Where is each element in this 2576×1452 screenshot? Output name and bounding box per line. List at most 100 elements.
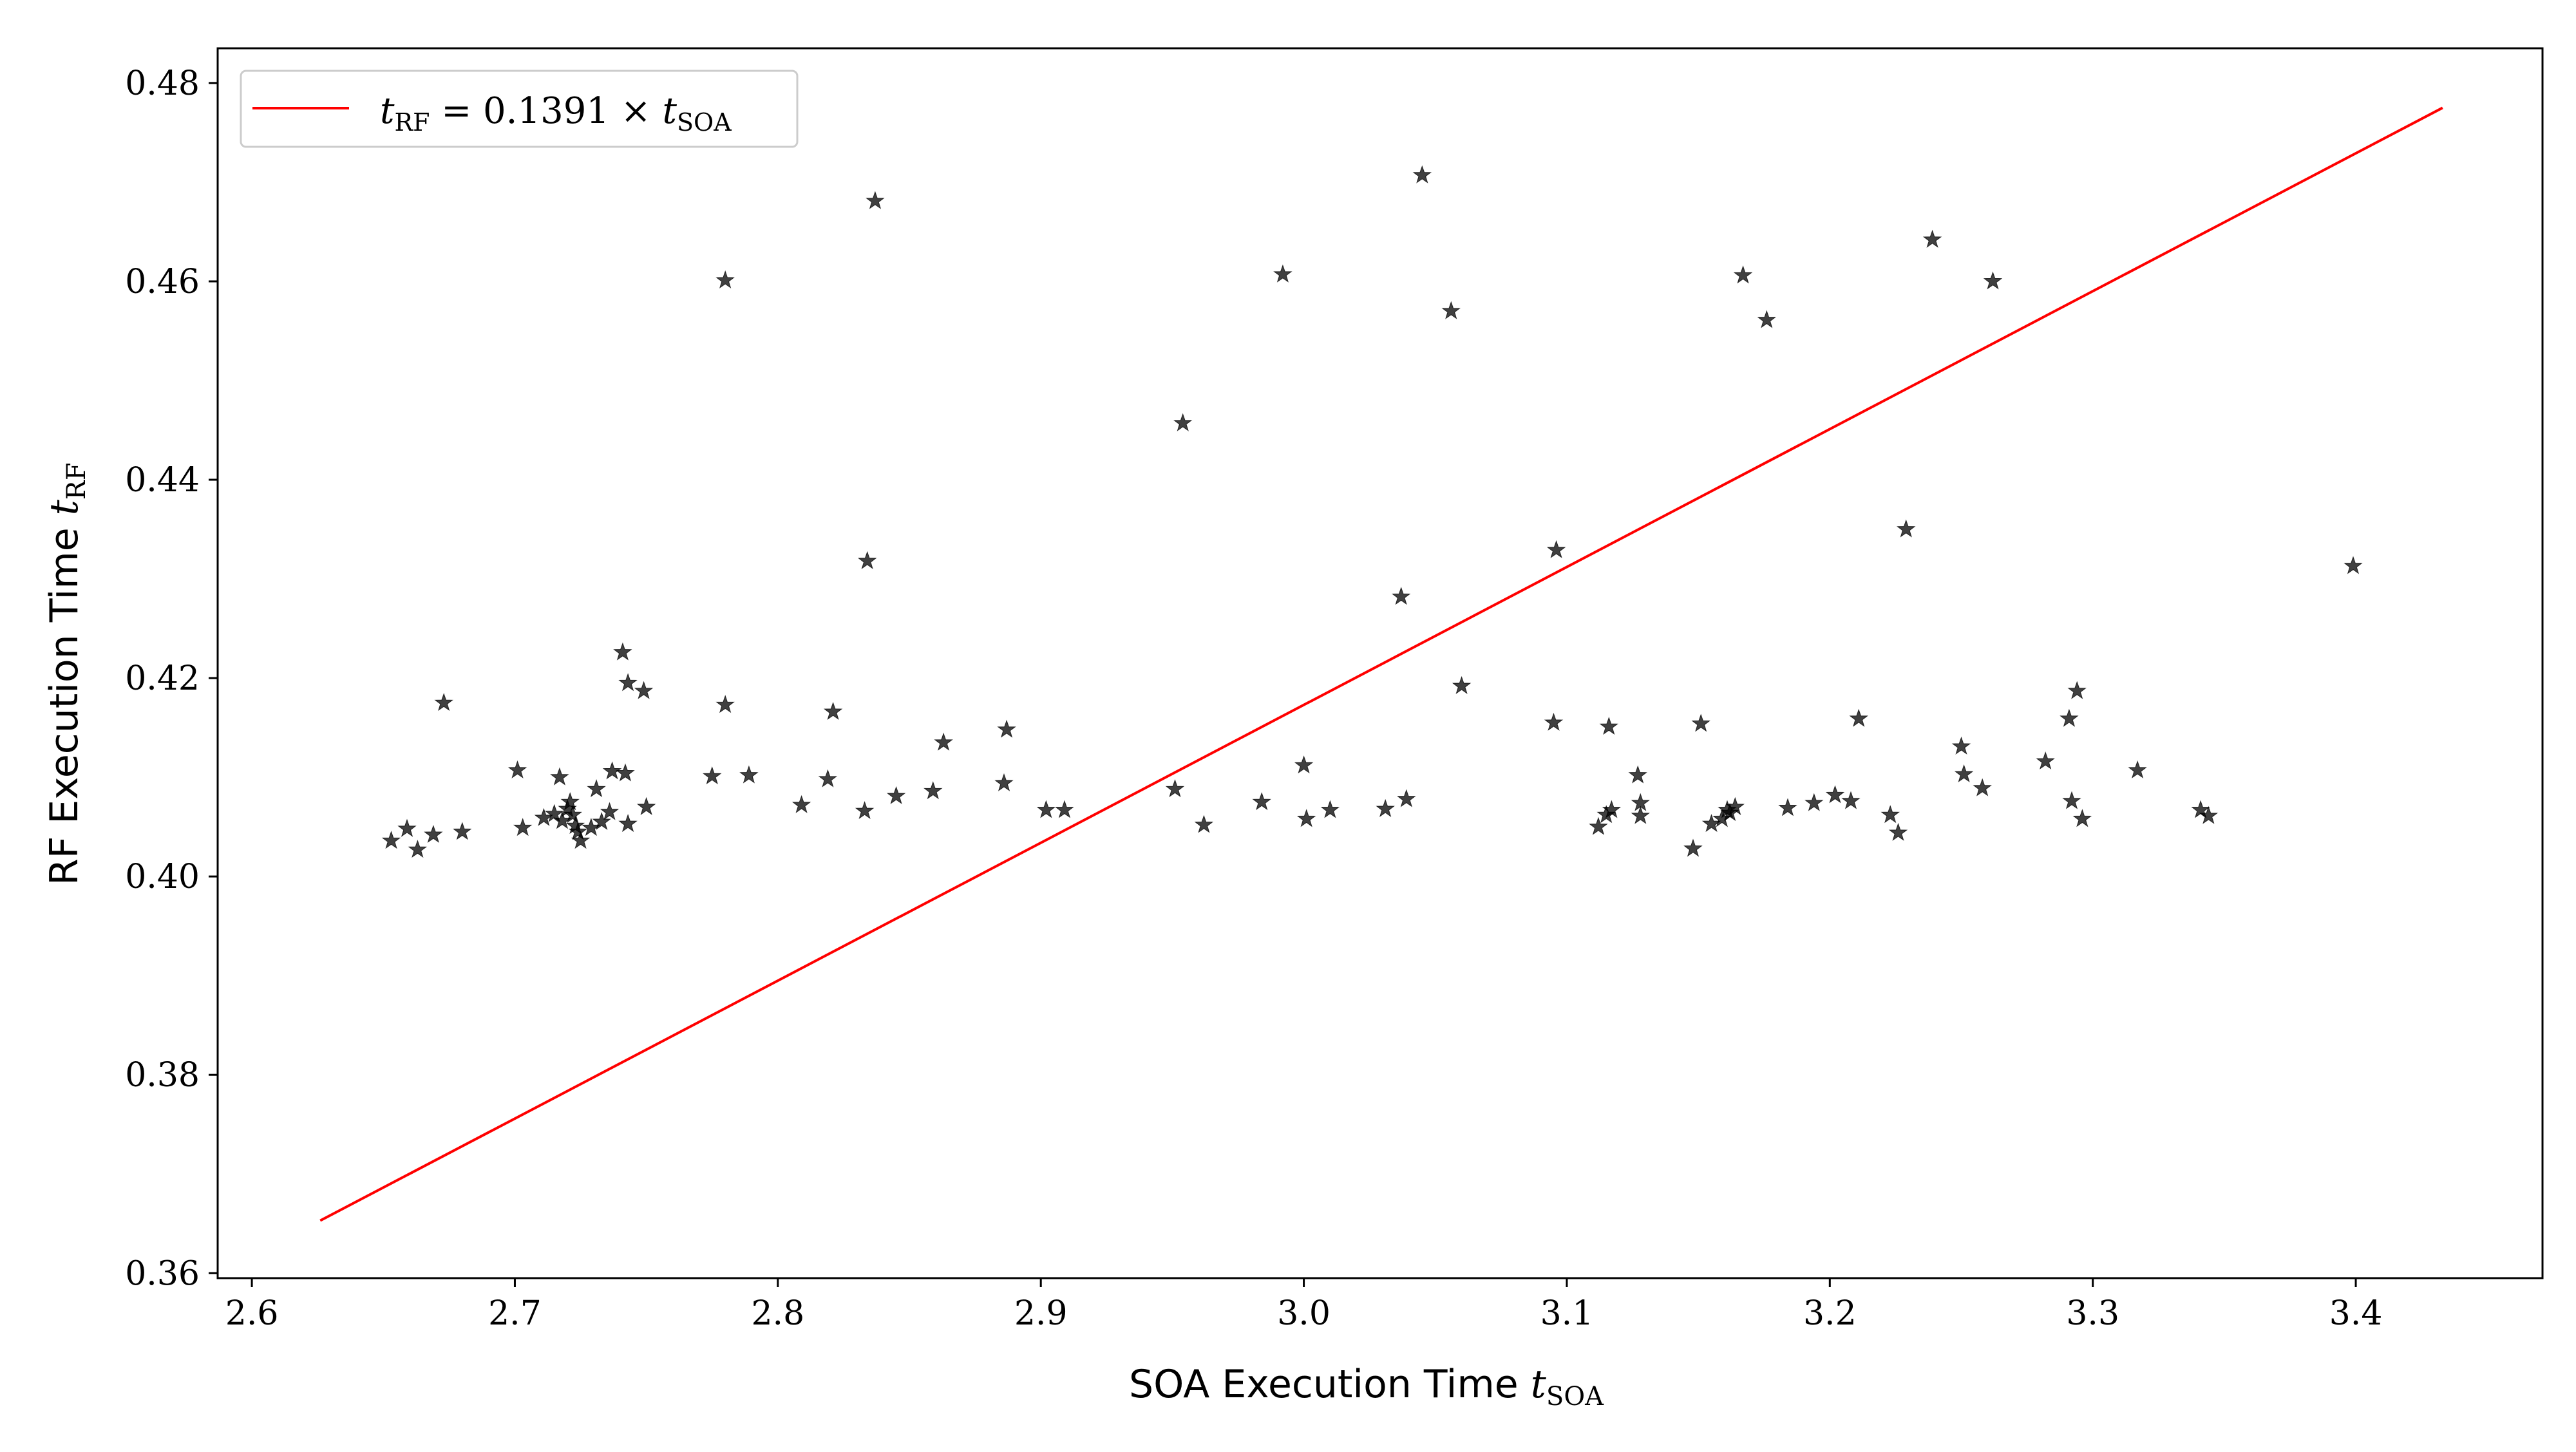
- scatter-point: [2060, 708, 2079, 727]
- scatter-point: [602, 761, 622, 780]
- scatter-point: [715, 695, 735, 713]
- scatter-point: [424, 824, 443, 844]
- scatter-point: [1983, 271, 2003, 290]
- scatter-point: [1757, 310, 1777, 328]
- scatter-point: [1589, 816, 1608, 835]
- scatter-point: [1273, 264, 1293, 283]
- scatter-point: [1888, 822, 1908, 841]
- scatter-point: [616, 763, 635, 782]
- fit-line: [319, 106, 2443, 1222]
- scatter-point: [1922, 229, 1942, 248]
- legend: tRF = 0.1391 × tSOA: [240, 70, 799, 148]
- scatter-point: [2199, 806, 2219, 824]
- scatter-point: [1441, 301, 1461, 319]
- scatter-point: [397, 818, 417, 837]
- y-tick-label: 0.46: [125, 263, 200, 301]
- scatter-point: [1252, 792, 1271, 811]
- legend-entry-label: tRF = 0.1391 × tSOA: [380, 90, 732, 137]
- legend-box: [240, 70, 799, 148]
- scatter-point: [1055, 800, 1074, 818]
- scatter-point: [866, 191, 885, 209]
- scatter-point: [1391, 587, 1411, 605]
- scatter-point: [1778, 798, 1797, 816]
- x-tick-label: 3.3: [2066, 1294, 2119, 1333]
- scatter-point: [702, 766, 722, 785]
- scatter-point: [1412, 165, 1432, 184]
- scatter-point: [453, 822, 472, 840]
- scatter-point: [1880, 805, 1900, 824]
- scatter-point: [550, 767, 569, 786]
- x-tick-label: 3.4: [2329, 1294, 2383, 1333]
- scatter-point: [1701, 813, 1721, 833]
- y-tick-label: 0.44: [125, 461, 200, 500]
- scatter-point: [1599, 717, 1619, 735]
- scatter-point: [1452, 675, 1472, 695]
- scatter-point: [408, 840, 428, 858]
- scatter-point: [1951, 736, 1971, 755]
- scatter-point: [1954, 764, 1974, 783]
- scatter-point: [381, 831, 401, 849]
- scatter-point: [1296, 809, 1316, 827]
- scatter-point: [513, 818, 533, 836]
- scatter-point: [715, 270, 735, 289]
- scatter-point: [1036, 800, 1056, 818]
- scatter-point: [568, 822, 588, 840]
- marks-layer: [319, 106, 2443, 1222]
- scatter-point: [618, 813, 638, 833]
- scatter-point: [1841, 791, 1861, 809]
- scatter-point: [1725, 797, 1745, 815]
- scatter-point: [1173, 413, 1193, 431]
- scatter-point: [563, 805, 583, 824]
- scatter-point: [1294, 755, 1314, 774]
- x-tick-label: 2.7: [488, 1294, 542, 1333]
- scatter-point: [739, 765, 759, 784]
- scatter-point: [2067, 681, 2087, 699]
- scatter-point: [857, 551, 877, 569]
- scatter-point: [2072, 809, 2092, 827]
- scatter-point: [2062, 791, 2081, 809]
- scatter-point: [560, 792, 580, 811]
- x-tick-label: 3.0: [1277, 1294, 1331, 1333]
- x-tick-label: 2.6: [225, 1294, 279, 1333]
- scatter-point: [1896, 519, 1916, 538]
- scatter-point: [1973, 778, 1992, 797]
- scatter-point: [1733, 265, 1753, 284]
- scatter-point: [818, 769, 838, 787]
- scatter-point: [634, 681, 654, 699]
- scatter-point: [2344, 556, 2363, 574]
- scatter-point: [1546, 540, 1566, 558]
- scatter-point: [434, 693, 453, 712]
- scatter-point: [855, 800, 875, 820]
- scatter-point: [592, 811, 611, 831]
- scatter-point: [613, 642, 632, 661]
- scatter-point: [2036, 751, 2055, 770]
- scatter-point: [923, 781, 943, 800]
- plot-area: [218, 48, 2543, 1278]
- scatter-point: [886, 786, 906, 804]
- scatter-point: [1849, 708, 1869, 727]
- scatter-point: [600, 802, 620, 820]
- scatter-point: [997, 719, 1016, 738]
- scatter-point: [636, 797, 656, 815]
- scatter-point: [618, 673, 638, 692]
- x-tick-label: 3.2: [1803, 1294, 1857, 1333]
- scatter-point: [791, 795, 811, 813]
- plot-frame: [216, 47, 2544, 1279]
- x-axis-label: SOA Execution Time tSOA: [1129, 1362, 1604, 1411]
- scatter-point: [994, 773, 1014, 791]
- axes-layer: 2.6 2.7 2.8 2.9 3.0 3.1 3.2 3.3 3.4 0.36 0.38 0.40 0…: [125, 64, 2382, 1333]
- y-axis-label: RF Execution Time tRF: [42, 462, 91, 885]
- y-tick-label: 0.48: [125, 64, 200, 103]
- scatter-point: [934, 732, 953, 751]
- scatter-point: [1544, 712, 1564, 731]
- y-tick-label: 0.40: [125, 858, 200, 896]
- scatter-point: [534, 807, 554, 826]
- scatter-point: [1194, 815, 1214, 833]
- scatter-point: [1631, 806, 1651, 824]
- scatter-point: [1628, 765, 1647, 784]
- scatter-point: [1825, 785, 1845, 804]
- scatter-point: [544, 804, 564, 822]
- y-tick-label: 0.36: [125, 1254, 200, 1293]
- x-tick-label: 2.9: [1014, 1294, 1068, 1333]
